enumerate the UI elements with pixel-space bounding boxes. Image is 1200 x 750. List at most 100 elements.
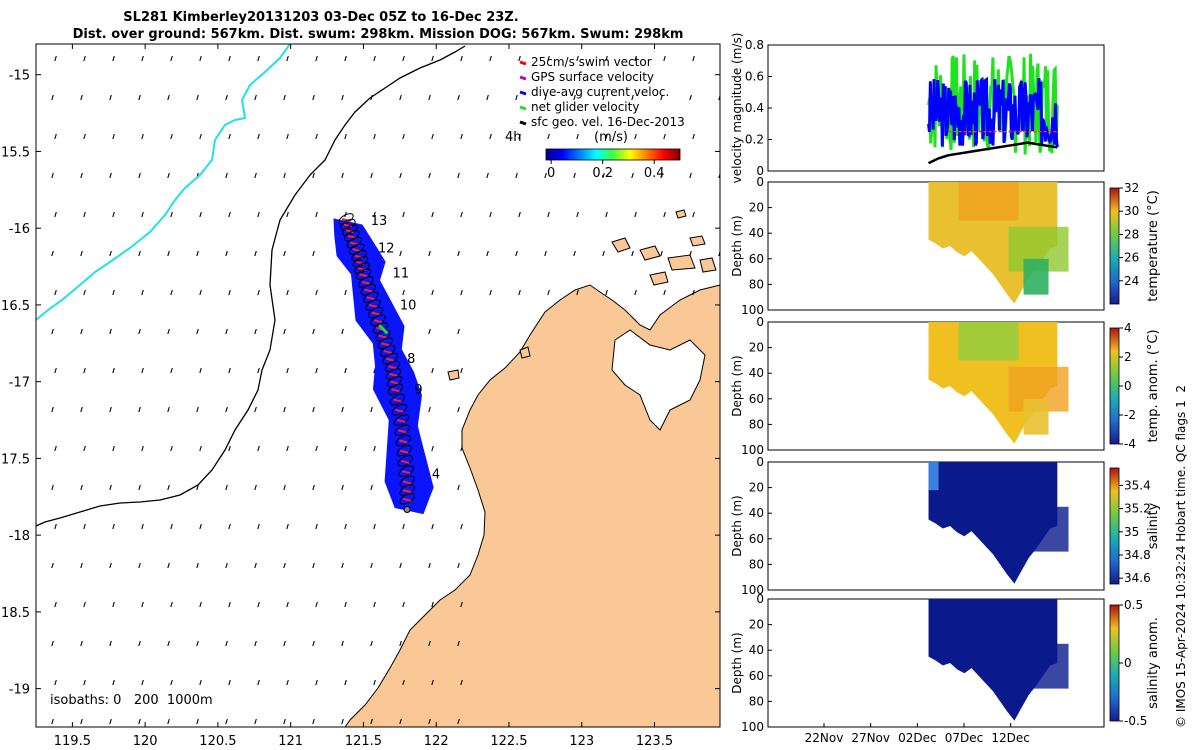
coastal-bay — [611, 329, 706, 431]
velocity-arrow — [428, 172, 431, 179]
day-label: 11 — [393, 266, 410, 281]
velocity-arrow — [138, 718, 141, 725]
track-loop — [393, 414, 409, 426]
velocity-arrow — [225, 640, 228, 647]
velocity-arrow — [138, 94, 141, 101]
velocity-arrow — [196, 328, 199, 335]
velocity-arrow — [489, 289, 492, 296]
track-loop — [342, 224, 358, 237]
track-loop — [399, 493, 415, 505]
velocity-arrow — [199, 367, 202, 374]
velocity-arrow — [199, 601, 202, 608]
colorbar-tick-label: 4 — [1124, 321, 1132, 335]
velocity-arrow — [344, 55, 347, 62]
velocity-arrow — [692, 55, 695, 62]
velocity-arrow — [54, 523, 57, 530]
legend-item-label: GPS surface velocity — [531, 70, 654, 84]
velocity-arrow — [170, 679, 173, 686]
velocity-arrow — [257, 367, 260, 374]
colorbar-tick-label: 2 — [1124, 350, 1132, 364]
velocity-arrow — [312, 640, 315, 647]
map-x-tick-label: 120.5 — [199, 734, 236, 749]
velocity-arrow — [51, 562, 54, 569]
velocity-arrow — [312, 406, 315, 413]
swim-vector-mark — [366, 296, 375, 301]
swim-vector-mark — [378, 334, 388, 339]
velocity-arrow — [341, 172, 344, 179]
velocity-arrow — [199, 679, 202, 686]
velocity-arrow — [196, 562, 199, 569]
figure-title-line2: Dist. over ground: 567km. Dist. swum: 29… — [73, 27, 684, 42]
velocity-arrow — [370, 718, 373, 725]
velocity-ylabel: velocity magnitude (m/s) — [730, 33, 744, 184]
velocity-arrow — [663, 211, 666, 218]
velocity-arrow — [286, 679, 289, 686]
time-tick-label: 02Dec — [898, 731, 937, 745]
velocity-arrow — [83, 523, 86, 530]
velocity-arrow — [141, 445, 144, 452]
velocity-arrow — [457, 406, 460, 413]
velocity-arrow — [373, 211, 376, 218]
velocity-arrow — [141, 523, 144, 530]
figure-title-line1: SL281 Kimberley20131203 03-Dec 05Z to 16… — [123, 10, 518, 25]
swim-vector-mark — [397, 419, 406, 424]
velocity-arrow — [341, 718, 344, 725]
velocity-arrow — [225, 562, 228, 569]
track-loop — [387, 383, 404, 396]
track-end-marker — [403, 506, 411, 514]
velocity-arrow — [431, 133, 434, 140]
velocity-arrow — [315, 211, 318, 218]
velocity-arrow — [428, 94, 431, 101]
velocity-y-tick-label: 0.6 — [745, 70, 764, 84]
velocity-arrow — [399, 172, 402, 179]
velocity-arrow — [112, 367, 115, 374]
velocity-arrow — [170, 367, 173, 374]
velocity-arrow — [167, 718, 170, 725]
velocity-arrow — [634, 133, 637, 140]
legend-item-label: dive-avg current veloc. — [531, 85, 669, 99]
velocity-arrow — [373, 523, 376, 530]
velocity-arrow — [170, 211, 173, 218]
velocity-arrow — [486, 172, 489, 179]
velocity-arrow — [341, 562, 344, 569]
velocity-arrow — [457, 484, 460, 491]
track-loop — [348, 243, 365, 255]
velocity-arrow — [228, 679, 231, 686]
swim-vector-mark — [389, 373, 398, 377]
velocity-arrow — [257, 55, 260, 62]
isobath-1000m-cyan — [36, 44, 291, 321]
profile-field-patch — [1023, 258, 1049, 295]
velocity-arrow — [167, 484, 170, 491]
velocity-arrow — [225, 328, 228, 335]
profile-field-patch — [1008, 506, 1069, 552]
map-x-tick-label: 123.5 — [636, 734, 673, 749]
glider-track-loops — [338, 213, 415, 514]
depth-tick-label: 60 — [749, 532, 764, 546]
velocity-arrow — [83, 367, 86, 374]
legend-swatch — [519, 60, 527, 66]
velocity-arrow — [547, 211, 550, 218]
velocity-arrow — [518, 289, 521, 296]
velocity-arrow — [54, 367, 57, 374]
track-loop — [338, 213, 354, 225]
velocity-arrow — [689, 172, 692, 179]
velocity-arrow — [692, 211, 695, 218]
time-tick-label: 12Dec — [991, 731, 1030, 745]
velocity-arrow — [80, 562, 83, 569]
velocity-arrow — [312, 250, 315, 257]
velocity-arrow — [431, 367, 434, 374]
depth-tick-label: 80 — [749, 277, 764, 291]
profile-field-patch — [1008, 643, 1069, 689]
velocity-arrow — [341, 406, 344, 413]
velocity-arrow — [83, 445, 86, 452]
velocity-arrow — [634, 289, 637, 296]
velocity-arrow — [428, 562, 431, 569]
velocity-arrow — [80, 640, 83, 647]
velocity-arrow — [312, 484, 315, 491]
velocity-arrow — [722, 290, 724, 295]
swim-vector-mark — [343, 223, 353, 228]
velocity-arrow — [370, 406, 373, 413]
velocity-arrow — [663, 289, 666, 296]
velocity-arrow — [80, 172, 83, 179]
